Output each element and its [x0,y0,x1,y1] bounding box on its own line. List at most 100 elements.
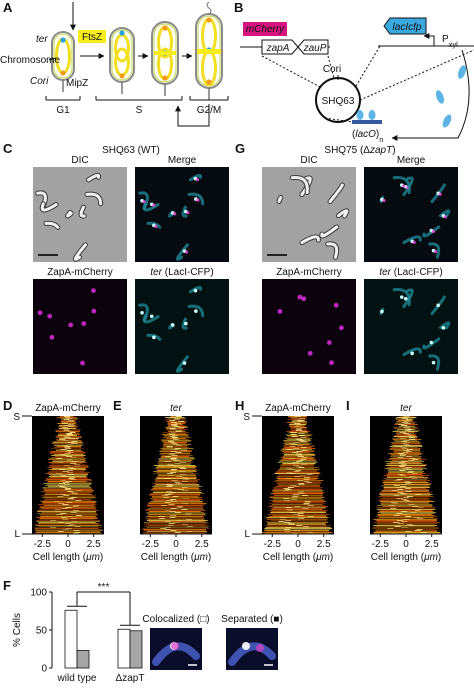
label: zapA [266,43,290,54]
label-part: μm [423,552,438,563]
cell-image [187,304,205,318]
focus [441,326,446,330]
locus [119,30,125,36]
label: MipZ [66,78,88,89]
label: 0 [295,539,301,550]
cell-image [326,242,339,259]
focus [152,335,156,340]
focus [194,309,198,313]
focus [429,340,434,345]
label: Merge [168,155,197,166]
label-part: ) [376,129,379,140]
label: ZapA-mCherry [47,267,113,278]
locus [162,75,168,81]
gene [261,39,299,55]
cell-image [142,202,160,212]
label: ZapA-mCherry [265,403,331,414]
label-part: ) [330,552,333,563]
focus [301,296,307,302]
label-part: Cell length ( [141,552,195,563]
cell-image [438,321,451,330]
label-part: lacO [355,129,376,140]
label-part: SHQ75 (Δ [324,145,370,156]
focus [37,310,43,316]
cell-image [187,192,205,206]
label: ΔzapT [116,673,145,684]
focus [433,250,438,254]
cell-image [86,173,101,182]
label: SHQ75 (ΔzapT) [324,145,395,156]
cell-image [422,337,441,350]
focus [149,314,154,319]
focus [171,642,179,650]
focus [339,325,344,331]
label-part: Cell length ( [33,552,87,563]
label: Colocalized (□) [142,614,209,625]
cell-image [44,221,60,229]
laci-protein [442,114,452,128]
label-part: ter [379,267,391,278]
label-part: μm [193,552,208,563]
label-part: ter [150,267,162,278]
label: Cell length (μm) [141,552,212,563]
label: S [136,105,143,116]
cell-rim [111,29,133,81]
label: mCherry [246,24,285,35]
focus [242,642,250,650]
label: % Cells [12,613,23,647]
cell-image [175,243,189,261]
cell-image [277,195,283,203]
cell-image [336,209,349,218]
label-part: DIC [300,155,317,166]
cell-image [402,288,414,309]
cell-image [181,317,188,330]
ftsz-ring [154,51,176,55]
focus [297,294,303,300]
focus [443,215,448,219]
focus [307,350,313,356]
label: Cell length (μm) [263,552,334,563]
label: B [234,0,243,15]
focus [380,309,384,314]
focus [403,296,408,301]
label-part: ZapA-mCherry [47,267,113,278]
label: ter [36,34,48,45]
focus [196,198,200,202]
label-part: μm [315,552,330,563]
focus [193,288,198,293]
label: G [235,141,245,156]
focus [399,295,404,299]
label: Pxyl [442,34,458,49]
label: H [235,398,244,413]
line [324,117,353,123]
label-part: n [379,135,383,144]
focus [410,351,414,356]
focus [154,224,158,228]
label: 50 [36,626,48,637]
label: -2.5 [34,539,52,550]
cell-image [188,173,203,182]
label: Merge [397,155,426,166]
label: lacIcfp [393,22,422,33]
label: 2.5 [87,539,101,550]
label: 2.5 [195,539,209,550]
gene [297,39,329,55]
ftsz-box [78,30,106,43]
label: Cori [323,64,341,75]
label: DIC [71,155,88,166]
cell-image [402,347,422,357]
label-part: ( [352,129,356,140]
cell-image [392,287,411,307]
laco-array [352,120,382,124]
label: A [3,0,13,15]
cell-image [320,225,339,238]
label: Cell length (μm) [33,552,104,563]
focus [186,210,190,215]
label: Chromosome [0,55,60,66]
label-part: Cell length ( [263,552,317,563]
focus [80,360,85,366]
focus [140,310,144,315]
laci-protein [435,90,445,104]
label: S [243,412,250,423]
